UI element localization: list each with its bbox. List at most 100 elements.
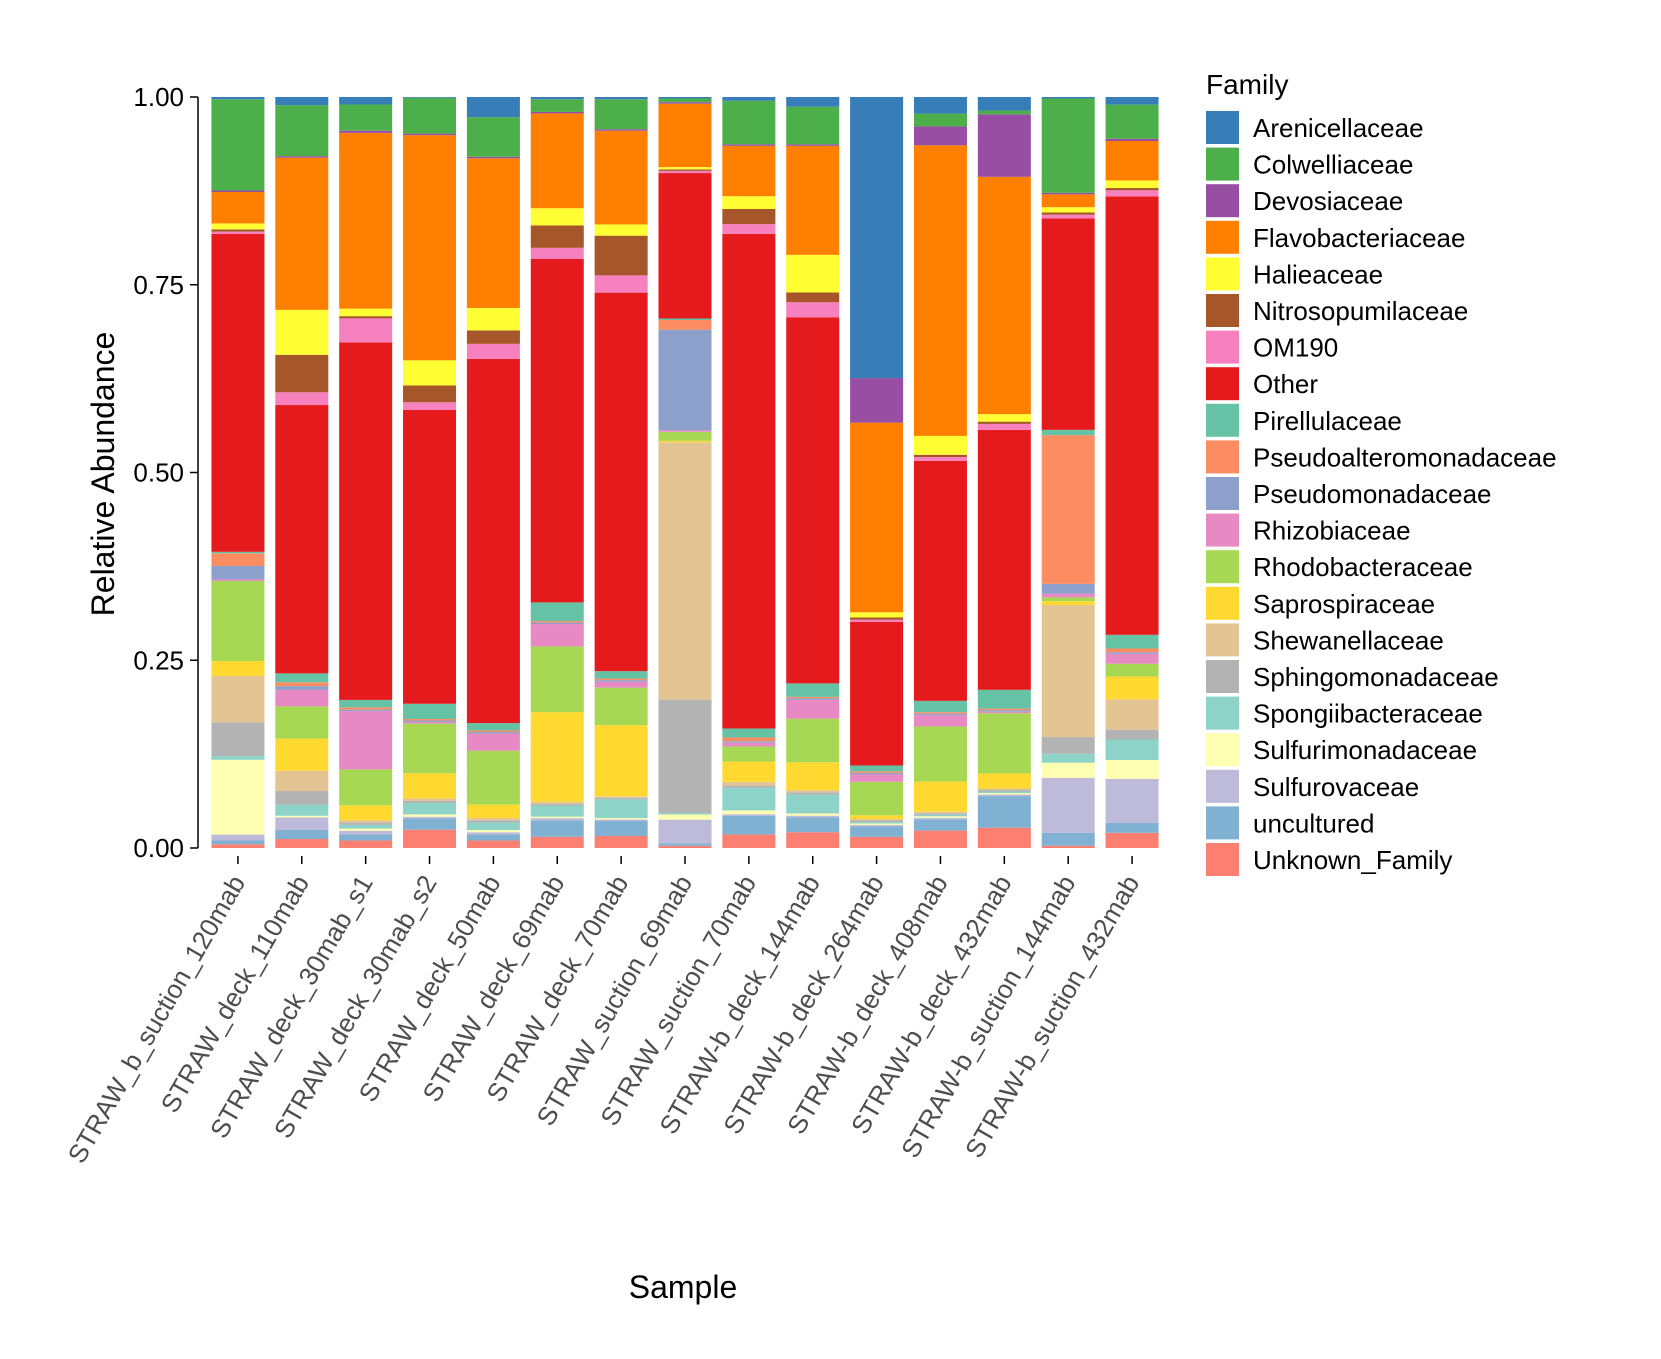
legend-item-uncultured: uncultured bbox=[1206, 806, 1374, 840]
bar-segment-Rhodobacteraceae bbox=[786, 718, 840, 763]
bar-segment-Spongiibacteraceae bbox=[722, 787, 776, 811]
bar-segment-Colwelliaceae bbox=[275, 105, 329, 157]
bar-segment-Arenicellaceae bbox=[722, 97, 776, 101]
bar-segment-Saprospiraceae bbox=[850, 815, 904, 819]
bar-segment-Saprospiraceae bbox=[722, 761, 776, 782]
bar-segment-Saprospiraceae bbox=[977, 773, 1031, 789]
bar-segment-Sulfurimonadaceae bbox=[913, 816, 967, 818]
bar-segment-OM190 bbox=[211, 231, 265, 234]
bar-segment-Halieaceae bbox=[658, 167, 712, 170]
bar-segment-Pseudoalteromonadaceae bbox=[403, 719, 457, 721]
bar-segment-Devosiaceae bbox=[339, 130, 393, 133]
bar-segment-Pseudomonadaceae bbox=[1105, 652, 1159, 654]
legend-label: Other bbox=[1253, 369, 1318, 399]
bar-segment-Flavobacteriaceae bbox=[1041, 194, 1095, 208]
legend-item-Sphingomonadaceae: Sphingomonadaceae bbox=[1206, 660, 1499, 693]
bar-segment-Sulfurovaceae bbox=[658, 819, 712, 844]
bar-segment-Other bbox=[530, 259, 584, 603]
bar-segment-Rhodobacteraceae bbox=[850, 781, 904, 816]
bar-STRAW_suction_70mab bbox=[722, 97, 776, 848]
legend-swatch bbox=[1206, 330, 1239, 364]
bar-segment-Other bbox=[594, 292, 648, 672]
bar-segment-Colwelliaceae bbox=[658, 98, 712, 103]
bar-segment-Pseudoalteromonadaceae bbox=[1041, 435, 1095, 584]
bar-segment-OM190 bbox=[339, 318, 393, 343]
bar-segment-OM190 bbox=[275, 392, 329, 406]
legend-swatch bbox=[1206, 440, 1239, 474]
bar-segment-Pirellulaceae bbox=[275, 673, 329, 683]
legend-item-Sulfurovaceae: Sulfurovaceae bbox=[1206, 769, 1419, 803]
bar-segment-Rhodobacteraceae bbox=[658, 431, 712, 441]
legend-item-Rhizobiaceae: Rhizobiaceae bbox=[1206, 513, 1411, 547]
bar-segment-OM190 bbox=[594, 275, 648, 293]
bar-segment-Halieaceae bbox=[913, 435, 967, 455]
bar-STRAW-b_deck_264mab bbox=[850, 97, 904, 848]
bar-segment-Shewanellaceae bbox=[594, 796, 648, 798]
legend-label: Spongiibacteraceae bbox=[1253, 699, 1483, 729]
legend-label: Arenicellaceae bbox=[1253, 113, 1424, 143]
bar-segment-Pirellulaceae bbox=[977, 689, 1031, 709]
bar-segment-Spongiibacteraceae bbox=[275, 804, 329, 816]
bar-segment-Rhodobacteraceae bbox=[913, 726, 967, 782]
legend-swatch bbox=[1206, 513, 1239, 547]
bar-segment-Unknown_Family bbox=[850, 836, 904, 848]
bar-segment-Pseudoalteromonadaceae bbox=[1105, 648, 1159, 653]
bar-segment-Colwelliaceae bbox=[977, 110, 1031, 115]
bar-segment-Saprospiraceae bbox=[913, 781, 967, 812]
bar-segment-Spongiibacteraceae bbox=[1105, 739, 1159, 760]
bar-segment-Pirellulaceae bbox=[530, 602, 584, 622]
bar-segment-Devosiaceae bbox=[466, 156, 520, 159]
bar-segment-Arenicellaceae bbox=[466, 97, 520, 118]
legend-item-Spongiibacteraceae: Spongiibacteraceae bbox=[1206, 696, 1483, 730]
bar-segment-Sulfurovaceae bbox=[1105, 778, 1159, 823]
bar-segment-Pseudomonadaceae bbox=[466, 732, 520, 734]
bar-segment-OM190 bbox=[913, 457, 967, 461]
bar-segment-uncultured bbox=[530, 820, 584, 837]
bar-segment-Colwelliaceae bbox=[722, 100, 776, 145]
bar-STRAW_deck_50mab bbox=[466, 97, 520, 848]
bar-segment-Devosiaceae bbox=[722, 144, 776, 146]
legend-item-Colwelliaceae: Colwelliaceae bbox=[1206, 147, 1413, 181]
bar-segment-Sphingomonadaceae bbox=[850, 820, 904, 822]
bar-segment-Shewanellaceae bbox=[722, 781, 776, 786]
bar-STRAW-b_deck_408mab bbox=[913, 97, 967, 848]
bar-segment-Pirellulaceae bbox=[850, 765, 904, 772]
bar-segment-Rhodobacteraceae bbox=[1041, 597, 1095, 602]
bar-segment-Colwelliaceae bbox=[466, 117, 520, 157]
bar-segment-Sulfurimonadaceae bbox=[658, 814, 712, 820]
y-tick-label: 0.25 bbox=[133, 645, 184, 675]
plot-area bbox=[211, 97, 1159, 848]
bar-segment-Halieaceae bbox=[786, 254, 840, 293]
legend-swatch bbox=[1206, 477, 1239, 510]
legend-label: Rhizobiaceae bbox=[1253, 516, 1411, 546]
bar-segment-Arenicellaceae bbox=[1041, 97, 1095, 99]
bar-segment-Arenicellaceae bbox=[594, 97, 648, 100]
legend-label: Sulfurimonadaceae bbox=[1253, 735, 1477, 765]
bar-segment-Pseudoalteromonadaceae bbox=[658, 319, 712, 330]
bar-segment-Pseudoalteromonadaceae bbox=[913, 712, 967, 714]
bar-segment-uncultured bbox=[594, 821, 648, 837]
bar-segment-Sphingomonadaceae bbox=[466, 820, 520, 823]
bar-segment-Rhodobacteraceae bbox=[339, 769, 393, 806]
bar-segment-OM190 bbox=[658, 170, 712, 174]
bar-segment-Pirellulaceae bbox=[913, 700, 967, 713]
bar-segment-Flavobacteriaceae bbox=[977, 176, 1031, 415]
bar-segment-Saprospiraceae bbox=[594, 725, 648, 797]
bar-segment-Spongiibacteraceae bbox=[658, 812, 712, 815]
bar-segment-Saprospiraceae bbox=[211, 661, 265, 676]
bar-segment-Sulfurimonadaceae bbox=[594, 818, 648, 820]
legend-swatch bbox=[1206, 843, 1239, 876]
bar-segment-Flavobacteriaceae bbox=[403, 135, 457, 361]
bar-segment-Rhodobacteraceae bbox=[1105, 663, 1159, 677]
bar-segment-Pseudomonadaceae bbox=[1041, 583, 1095, 594]
legend: Family Arenicellaceae Colwelliaceae Devosi… bbox=[1206, 69, 1557, 876]
bar-segment-Flavobacteriaceae bbox=[850, 422, 904, 613]
bar-segment-Colwelliaceae bbox=[403, 97, 457, 134]
bar-segment-Spongiibacteraceae bbox=[977, 791, 1031, 794]
bar-segment-Pseudoalteromonadaceae bbox=[530, 621, 584, 623]
bar-segment-Sulfurimonadaceae bbox=[339, 828, 393, 831]
legend-swatch bbox=[1206, 769, 1239, 803]
legend-label: OM190 bbox=[1253, 333, 1338, 363]
bar-segment-Flavobacteriaceae bbox=[722, 145, 776, 197]
